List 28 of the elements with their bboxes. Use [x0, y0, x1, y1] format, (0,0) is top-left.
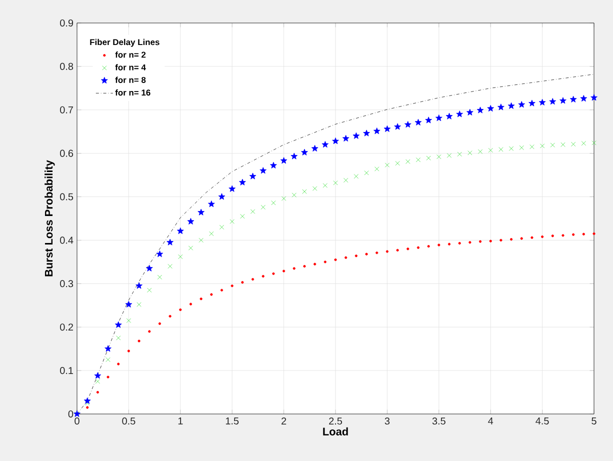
- x-tick-label: 1.5: [226, 418, 239, 424]
- x-tick-label: 4: [488, 418, 494, 424]
- x-tick-label: 2.5: [329, 418, 342, 425]
- y-tick-label: 0.6: [60, 150, 74, 157]
- y-tick-label: 0.8: [60, 62, 74, 70]
- legend-title: Fiber Delay Lines: [90, 38, 160, 47]
- y-tick-label: 0.3: [60, 280, 74, 288]
- y-tick-label: 0.4: [60, 236, 74, 244]
- y-axis-title: Burst Loss Probability: [44, 160, 55, 276]
- y-tick-label: 0.2: [60, 324, 73, 331]
- y-tick-label: 0.5: [60, 193, 74, 200]
- legend-label: for n= 4: [115, 64, 146, 70]
- x-tick-label: 1: [178, 418, 183, 424]
- x-tick-label: 0: [74, 418, 80, 425]
- x-tick-label: 3.5: [432, 418, 446, 425]
- y-tick-label: 0.7: [60, 106, 73, 114]
- y-tick-label: 0.9: [60, 19, 74, 27]
- legend-label: for n= 2: [115, 52, 146, 58]
- x-tick-label: 4.5: [536, 418, 549, 424]
- legend-label: for n= 16: [115, 89, 150, 96]
- y-tick-label: 0: [68, 410, 74, 418]
- x-tick-label: 2: [282, 418, 286, 424]
- x-tick-label: 3: [384, 418, 390, 425]
- x-axis-title: Load: [323, 427, 348, 436]
- y-tick-label: 0.1: [60, 367, 74, 374]
- x-tick-label: 5: [592, 418, 596, 424]
- x-tick-label: 0.5: [122, 418, 136, 425]
- legend-label: for n= 8: [115, 76, 146, 83]
